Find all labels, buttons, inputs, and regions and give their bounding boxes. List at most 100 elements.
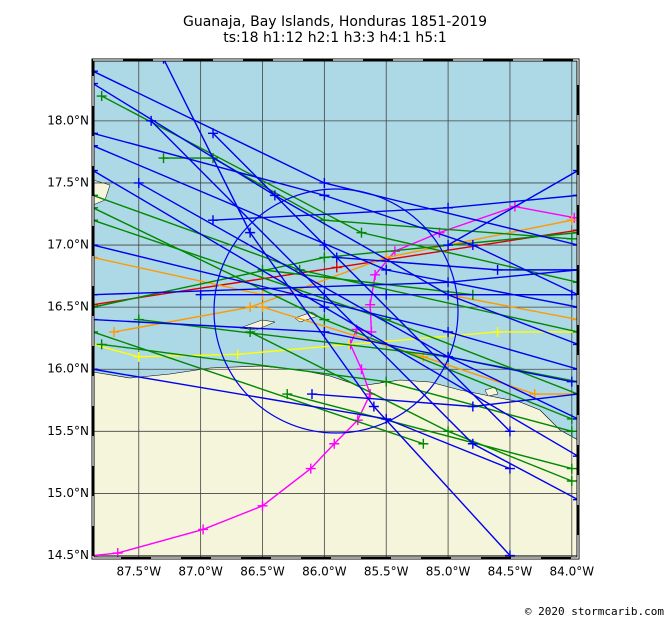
track-point (573, 339, 578, 350)
y-tick-label: 15.5°N (47, 424, 89, 438)
track-point (162, 60, 165, 64)
track-point (319, 302, 330, 313)
track-point (418, 438, 429, 449)
track-point (282, 389, 293, 400)
track-point (566, 476, 577, 487)
x-tick-label: 84.5°W (488, 565, 533, 579)
track-point (504, 463, 515, 474)
x-tick-label: 85.0°W (426, 565, 471, 579)
x-tick-label: 84.0°W (550, 565, 595, 579)
track-point (381, 376, 392, 387)
track-point (93, 66, 98, 77)
y-tick-label: 18.0°N (47, 113, 89, 127)
track-point (504, 550, 515, 558)
track-point (93, 302, 98, 313)
track-point (208, 128, 219, 139)
y-tick-label: 16.0°N (47, 362, 89, 376)
track-point (566, 289, 577, 300)
track-point (573, 264, 578, 275)
track-point (93, 299, 98, 310)
track-point (331, 252, 342, 263)
storm-track (163, 60, 511, 556)
track-point (365, 299, 376, 310)
track-point (573, 165, 578, 176)
track-point (573, 227, 578, 238)
subtitle: ts:18 h1:12 h2:1 h3:3 h4:1 h5:1 (223, 30, 447, 46)
y-tick-label: 16.5°N (47, 300, 89, 314)
track-point (467, 401, 478, 412)
track-point (566, 426, 577, 437)
track-point (573, 240, 578, 251)
track-point (329, 438, 340, 449)
track-point (331, 262, 342, 273)
y-tick-label: 17.5°N (47, 175, 89, 189)
track-point (93, 252, 98, 263)
track-point (133, 314, 144, 325)
y-tick-label: 14.5°N (47, 548, 89, 562)
track-point (195, 289, 206, 300)
track-point (566, 463, 577, 474)
track-point (232, 349, 243, 360)
track-point (573, 494, 578, 505)
storm-track (93, 331, 578, 358)
x-tick-label: 86.5°W (240, 565, 285, 579)
track-point (573, 451, 578, 462)
track-point (112, 548, 123, 558)
track-point (96, 339, 107, 350)
track-point (573, 413, 578, 424)
track-point (93, 190, 98, 201)
track-point (208, 215, 219, 226)
storm-track (93, 331, 424, 445)
storm-track (262, 306, 578, 395)
track-point (467, 240, 478, 251)
track-point (198, 524, 209, 535)
track-point (133, 351, 144, 362)
track-point (257, 302, 268, 313)
storm-track (93, 82, 578, 346)
track-point (573, 277, 578, 288)
track-point (93, 165, 98, 176)
track-point (443, 202, 454, 213)
radius-circle (213, 188, 459, 434)
track-point (443, 326, 454, 337)
track-point (566, 215, 577, 226)
track-point (319, 326, 330, 337)
track-point (443, 277, 454, 288)
track-point (319, 314, 330, 325)
track-point (319, 190, 330, 201)
track-point (368, 401, 379, 412)
storm-track (93, 205, 575, 557)
credit: © 2020 stormcarib.com (525, 605, 664, 618)
track-point (443, 240, 454, 251)
track-point (573, 314, 578, 325)
frame-pattern (92, 59, 579, 559)
track-point (245, 302, 256, 313)
island (484, 386, 499, 397)
track-point (93, 128, 98, 139)
track-point (93, 364, 98, 375)
storm-track (287, 393, 572, 470)
x-tick-label: 87.0°W (178, 565, 223, 579)
track-point (467, 438, 478, 449)
track-point (158, 153, 169, 164)
track-point (504, 426, 515, 437)
track-point (492, 326, 503, 337)
x-tick-label: 86.0°W (302, 565, 347, 579)
track-point (269, 190, 280, 201)
track-point (306, 389, 317, 400)
track-point (381, 264, 392, 275)
x-tick-label: 85.5°W (364, 565, 409, 579)
track-point (370, 269, 381, 280)
y-tick-label: 15.0°N (47, 486, 89, 500)
track-point (443, 426, 454, 437)
storm-track (113, 219, 572, 333)
track-point (93, 550, 98, 558)
track-point (566, 376, 577, 387)
track-point (245, 227, 256, 238)
track-point (319, 177, 330, 188)
title: Guanaja, Bay Islands, Honduras 1851-2019 (183, 14, 487, 30)
track-point (93, 215, 98, 226)
track-point (109, 326, 120, 337)
track-point (566, 233, 577, 244)
track-point (381, 289, 392, 300)
